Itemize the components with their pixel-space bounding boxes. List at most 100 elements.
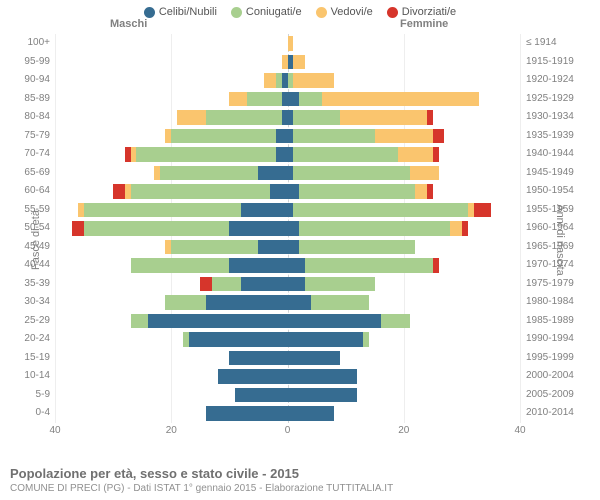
- age-label: 90-94: [0, 71, 50, 90]
- bar-female: [288, 258, 439, 273]
- bar-male: [200, 277, 287, 292]
- bar-female: [288, 166, 439, 181]
- age-row: [55, 330, 520, 349]
- age-row: [55, 108, 520, 127]
- bar-male: [72, 221, 287, 236]
- bar-female: [288, 184, 433, 199]
- age-label: 85-89: [0, 90, 50, 109]
- seg-cel: [235, 388, 287, 403]
- seg-con: [293, 166, 409, 181]
- age-label: 0-4: [0, 404, 50, 423]
- legend-item: Celibi/Nubili: [144, 6, 217, 18]
- birth-label: 1915-1919: [520, 53, 590, 72]
- bar-male: [229, 351, 287, 366]
- bar-male: [229, 92, 287, 107]
- seg-con: [293, 110, 340, 125]
- seg-ved: [375, 129, 433, 144]
- bar-male: [206, 406, 287, 421]
- seg-con: [160, 166, 259, 181]
- header-female: Femmine: [400, 18, 448, 30]
- seg-cel: [288, 351, 340, 366]
- seg-cel: [206, 295, 287, 310]
- bar-female: [288, 147, 439, 162]
- birth-label: 1950-1954: [520, 182, 590, 201]
- bar-male: [218, 369, 288, 384]
- birth-label: 1930-1934: [520, 108, 590, 127]
- seg-div: [72, 221, 84, 236]
- seg-ved: [293, 73, 334, 88]
- x-axis: 402002040: [55, 423, 520, 441]
- bar-male: [165, 295, 287, 310]
- age-row: [55, 201, 520, 220]
- pyramid-plot: [55, 34, 520, 423]
- age-row: [55, 34, 520, 53]
- bar-male: [113, 184, 287, 199]
- birth-label: 1920-1924: [520, 71, 590, 90]
- bar-female: [288, 369, 358, 384]
- age-row: [55, 90, 520, 109]
- seg-con: [84, 203, 241, 218]
- age-label: 100+: [0, 34, 50, 53]
- age-label: 40-44: [0, 256, 50, 275]
- seg-cel: [288, 240, 300, 255]
- seg-con: [293, 129, 374, 144]
- birth-label: 1940-1944: [520, 145, 590, 164]
- age-label: 15-19: [0, 349, 50, 368]
- bar-male: [183, 332, 288, 347]
- bar-female: [288, 221, 468, 236]
- birth-label: 1985-1989: [520, 312, 590, 331]
- seg-cel: [229, 221, 287, 236]
- legend-swatch: [144, 7, 155, 18]
- legend-swatch: [231, 7, 242, 18]
- age-row: [55, 238, 520, 257]
- age-label: 65-69: [0, 164, 50, 183]
- seg-cel: [258, 166, 287, 181]
- age-label: 35-39: [0, 275, 50, 294]
- seg-con: [363, 332, 369, 347]
- birth-label: 1990-1994: [520, 330, 590, 349]
- chart-title: Popolazione per età, sesso e stato civil…: [10, 466, 393, 481]
- bar-female: [288, 406, 335, 421]
- birth-label: 1980-1984: [520, 293, 590, 312]
- seg-cel: [276, 147, 288, 162]
- seg-ved: [177, 110, 206, 125]
- bar-male: [177, 110, 287, 125]
- seg-ved: [415, 184, 427, 199]
- seg-ved: [288, 36, 294, 51]
- bar-female: [288, 203, 491, 218]
- seg-div: [113, 184, 125, 199]
- seg-con: [212, 277, 241, 292]
- seg-ved: [293, 55, 305, 70]
- chart-subtitle: COMUNE DI PRECI (PG) - Dati ISTAT 1° gen…: [10, 483, 393, 494]
- seg-cel: [218, 369, 288, 384]
- seg-div: [433, 129, 445, 144]
- seg-ved: [340, 110, 427, 125]
- seg-con: [131, 314, 148, 329]
- legend-label: Divorziati/e: [402, 6, 456, 18]
- seg-ved: [229, 92, 246, 107]
- bar-male: [264, 73, 287, 88]
- bar-female: [288, 314, 410, 329]
- age-label: 50-54: [0, 219, 50, 238]
- bar-female: [288, 110, 433, 125]
- age-row: [55, 164, 520, 183]
- seg-cel: [148, 314, 288, 329]
- seg-cel: [229, 258, 287, 273]
- age-label: 10-14: [0, 367, 50, 386]
- bar-male: [131, 258, 288, 273]
- age-label: 30-34: [0, 293, 50, 312]
- legend-item: Divorziati/e: [387, 6, 456, 18]
- x-tick: 40: [49, 425, 60, 436]
- bar-female: [288, 240, 416, 255]
- age-label: 75-79: [0, 127, 50, 146]
- gender-headers: Maschi Femmine: [0, 18, 600, 34]
- age-row: [55, 312, 520, 331]
- age-row: [55, 256, 520, 275]
- seg-div: [474, 203, 491, 218]
- age-row: [55, 404, 520, 423]
- y-axis-title-right: Anni di nascita: [554, 204, 566, 276]
- footer: Popolazione per età, sesso e stato civil…: [10, 466, 393, 494]
- x-tick: 0: [285, 425, 291, 436]
- bar-male: [165, 240, 287, 255]
- age-row: [55, 349, 520, 368]
